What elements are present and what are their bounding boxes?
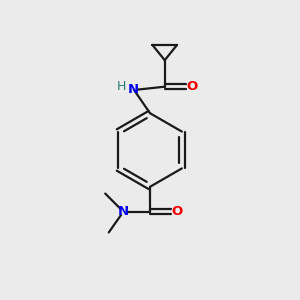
Text: H: H (117, 80, 126, 93)
Text: N: N (128, 83, 140, 96)
Text: N: N (118, 205, 129, 218)
Text: O: O (172, 205, 183, 218)
Text: O: O (186, 80, 197, 93)
